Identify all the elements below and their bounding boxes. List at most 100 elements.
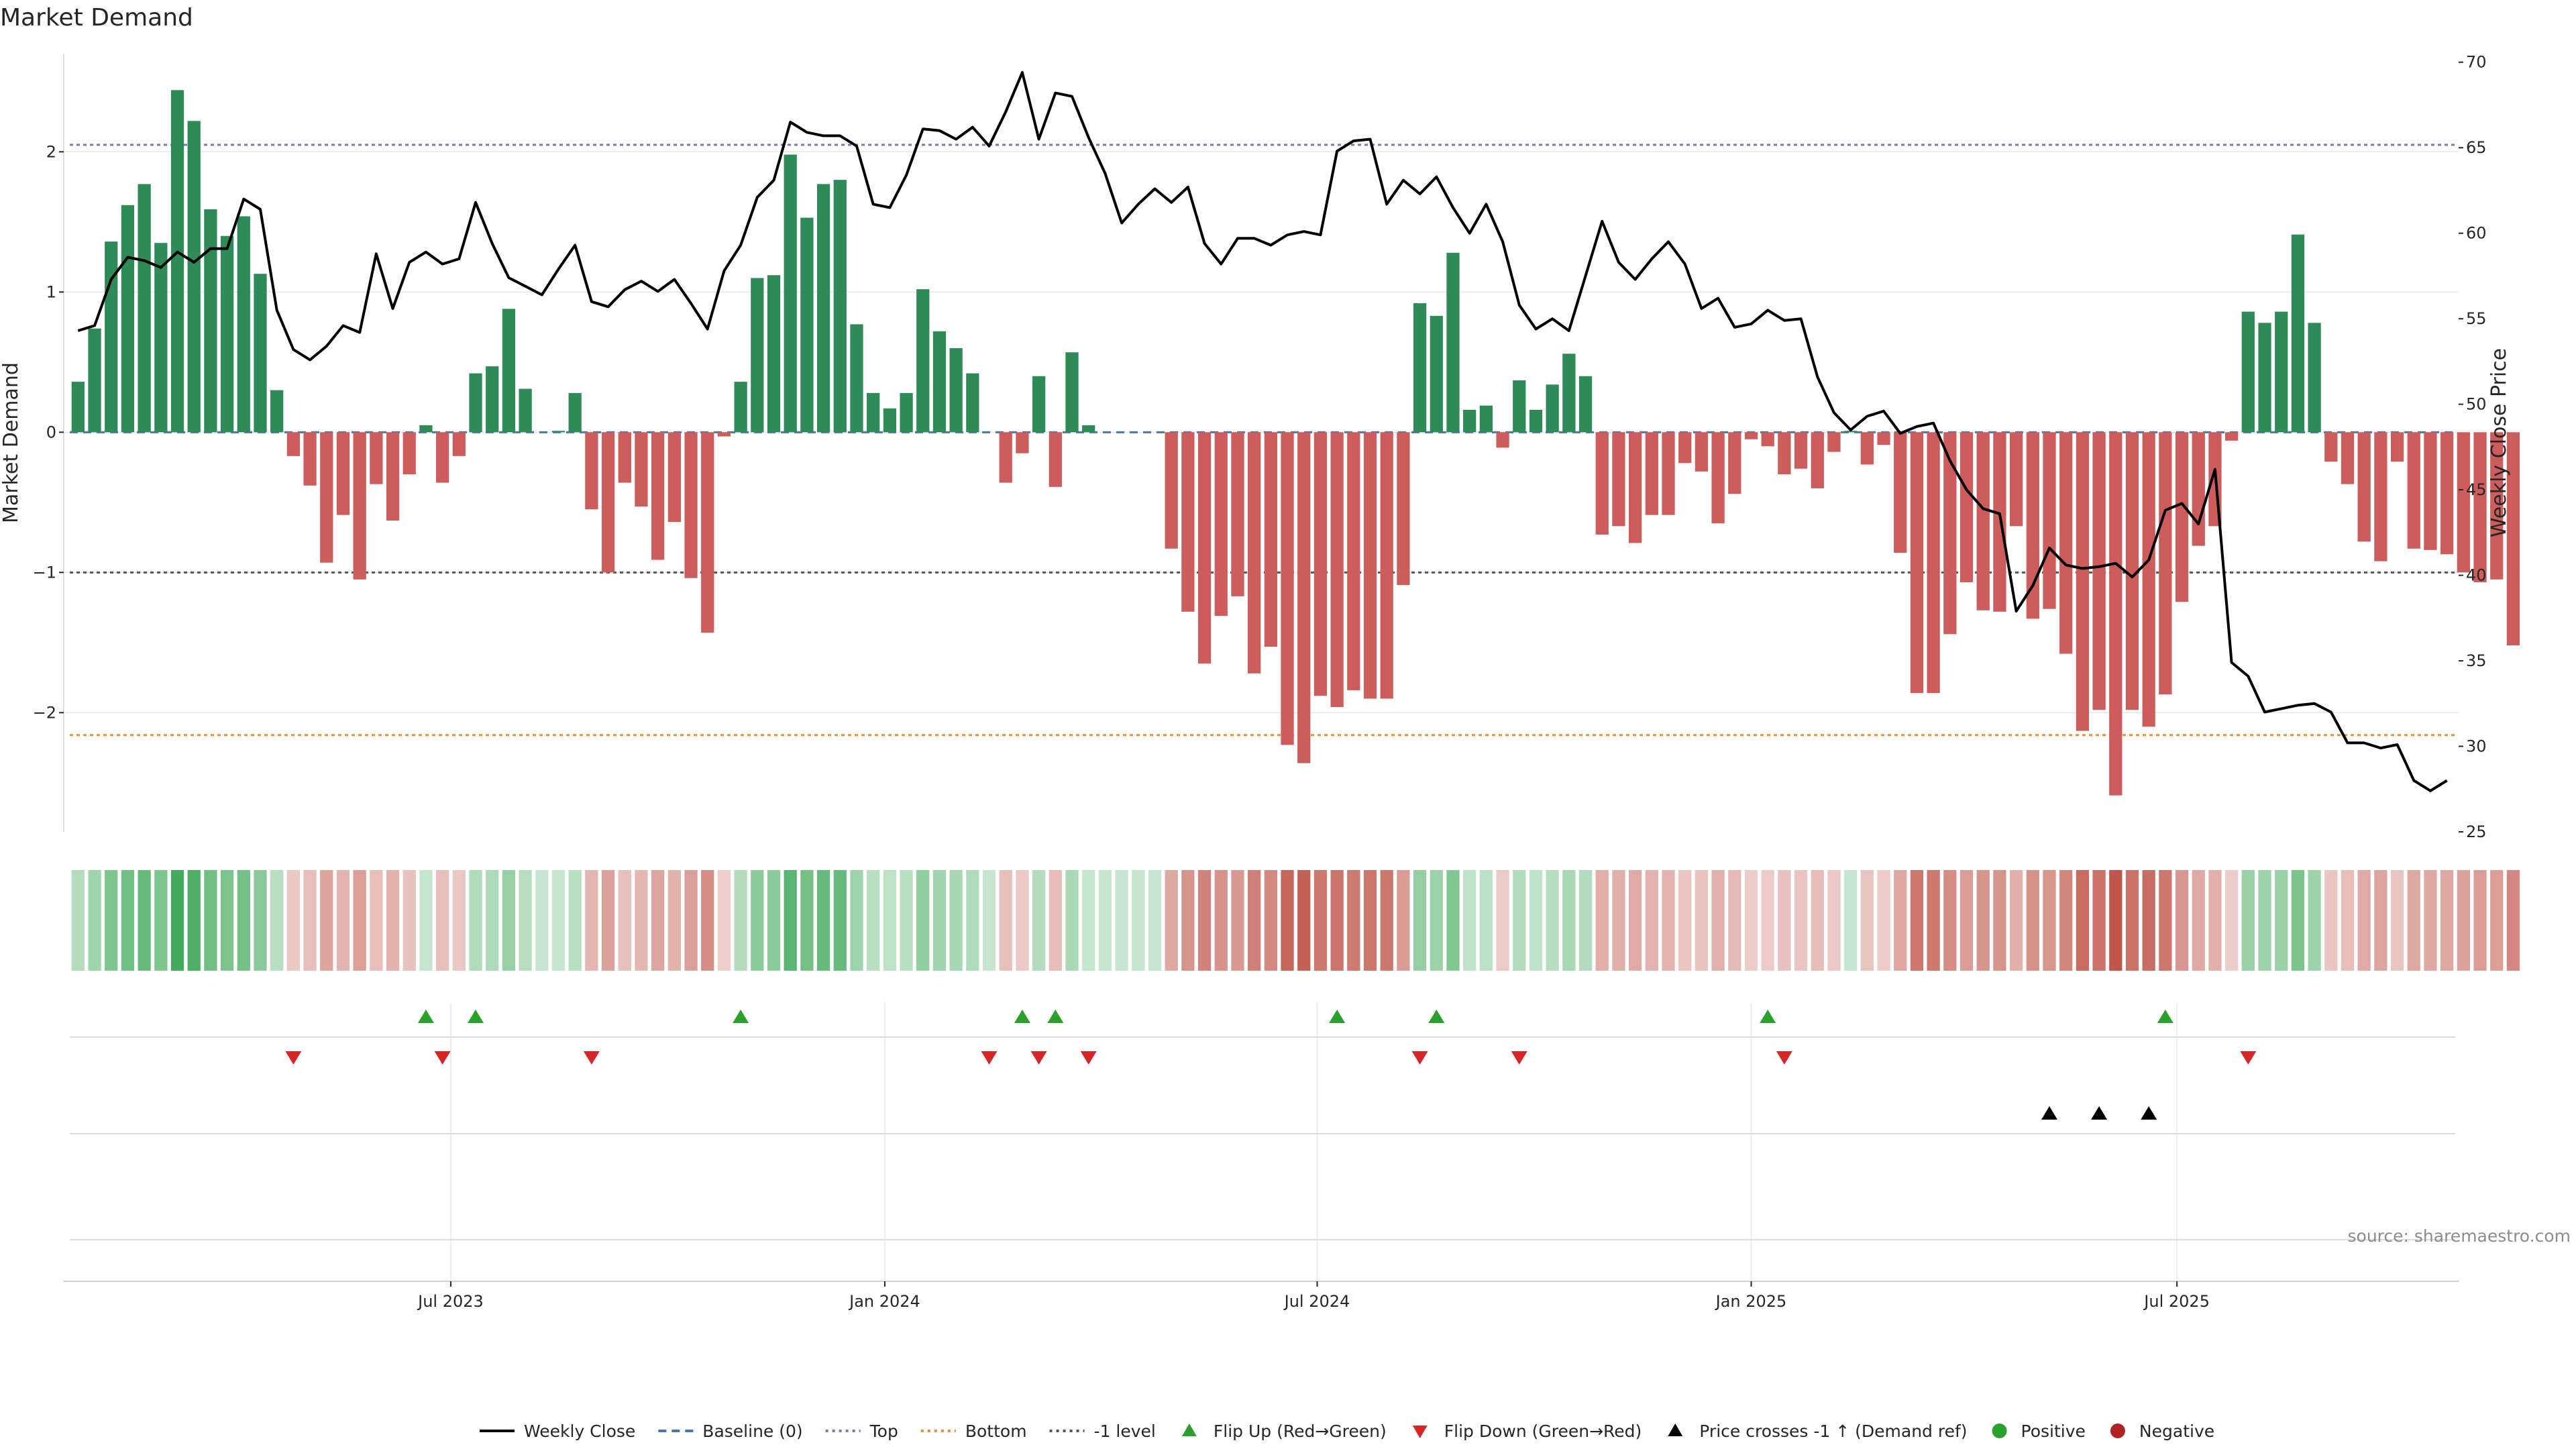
heat-cell (187, 870, 201, 971)
negative-bar (1363, 432, 1377, 699)
positive-bar (1546, 384, 1559, 433)
positive-bar (2258, 323, 2271, 433)
heat-cell (551, 870, 566, 971)
heat-cell (1513, 870, 1526, 971)
positive-bar (486, 366, 499, 433)
heat-cell (1612, 870, 1625, 971)
left-axis-label: Market Demand (0, 362, 23, 523)
heat-cell (2291, 870, 2305, 971)
positive-bar (419, 425, 433, 433)
positive-bar (751, 278, 764, 433)
heat-cell (1016, 870, 1029, 971)
heat-cell (270, 870, 284, 971)
weekly-close-line (77, 71, 2448, 792)
heat-cell (982, 870, 996, 971)
heat-cell (2341, 870, 2355, 971)
legend-swatch (1668, 1424, 1683, 1436)
heat-cell (502, 870, 516, 971)
negative-bar (1165, 432, 1178, 549)
price-cross-markers (70, 1106, 2455, 1240)
left-tick-label: −2 (33, 703, 56, 722)
heat-cell (717, 870, 731, 971)
heat-cell (519, 870, 532, 971)
negative-bar (2341, 432, 2355, 484)
heat-cell (1894, 870, 1907, 971)
legend-item: Baseline (0) (658, 1421, 803, 1441)
heat-cell (2159, 870, 2172, 971)
right-tick-label: 50 (2466, 395, 2487, 414)
negative-bar (2175, 432, 2189, 602)
price-cross-marker (2091, 1106, 2108, 1120)
legend-item: Weekly Close (480, 1421, 635, 1441)
negative-bar (667, 432, 681, 523)
positive-bar (1562, 354, 1576, 433)
heat-cell (2407, 870, 2420, 971)
heat-cell (2457, 870, 2470, 971)
heat-cell (585, 870, 598, 971)
positive-bar (71, 382, 85, 433)
heat-cell (1662, 870, 1675, 971)
positive-bar (519, 388, 532, 433)
demand-heat-strip (71, 870, 2520, 971)
negative-bar (1910, 432, 1924, 694)
right-tick-label: 30 (2466, 737, 2487, 756)
negative-bar (2407, 432, 2420, 549)
flip-down-marker (1080, 1051, 1097, 1065)
chart-title: Market Demand (0, 4, 193, 32)
flip-down-marker (2240, 1051, 2257, 1065)
right-tick-label: 60 (2466, 224, 2487, 243)
heat-cell (1562, 870, 1576, 971)
legend-swatch (1181, 1424, 1197, 1436)
heat-cell (1960, 870, 1974, 971)
heat-cell (2009, 870, 2023, 971)
heat-cell (800, 870, 814, 971)
right-tick-label: 40 (2466, 566, 2487, 585)
positive-bar (833, 180, 847, 433)
heat-cell (2390, 870, 2404, 971)
negative-bar (1231, 432, 1244, 596)
positive-bar (551, 431, 566, 433)
positive-bar (784, 154, 797, 433)
heat-cell (320, 870, 333, 971)
positive-bar (121, 205, 135, 433)
right-tick-label: 25 (2466, 822, 2487, 841)
negative-bar (2009, 432, 2023, 527)
negative-bar (1993, 432, 2006, 612)
price-line-group (77, 71, 2448, 792)
heat-cell (1231, 870, 1244, 971)
heat-cell (2059, 870, 2073, 971)
flip-markers (70, 1010, 2455, 1065)
heat-cell (2043, 870, 2056, 971)
negative-bar (2473, 432, 2487, 582)
x-tick-label: Jan 2025 (1715, 1292, 1787, 1311)
reference-lines (70, 144, 2455, 737)
heat-cell (1132, 870, 1145, 971)
heat-cell (2092, 870, 2106, 971)
negative-bar (2506, 432, 2520, 646)
heat-cell (121, 870, 135, 971)
positive-bar (1413, 303, 1427, 433)
negative-bar (2109, 432, 2123, 796)
heat-cell (170, 870, 184, 971)
heat-cell (1463, 870, 1477, 971)
positive-bar (138, 184, 151, 433)
heat-cell (2125, 870, 2139, 971)
negative-bar (1197, 432, 1212, 664)
negative-bar (618, 432, 631, 483)
negative-bar (1711, 432, 1725, 524)
legend: Weekly Close Baseline (0) Top Bottom -1 leve… (480, 1421, 2214, 1441)
positive-bar (1430, 315, 1443, 433)
legend-item: Bottom (920, 1421, 1027, 1441)
flip-up-marker (468, 1010, 484, 1023)
heat-cell (850, 870, 863, 971)
negative-bar (1860, 432, 1874, 465)
heat-cell (486, 870, 499, 971)
negative-bar (1330, 432, 1344, 707)
negative-bar (370, 432, 383, 484)
negative-bar (2026, 432, 2039, 619)
negative-bar (635, 432, 648, 507)
negative-bar (1628, 432, 1642, 543)
heat-cell (966, 870, 979, 971)
heat-cell (1794, 870, 1808, 971)
